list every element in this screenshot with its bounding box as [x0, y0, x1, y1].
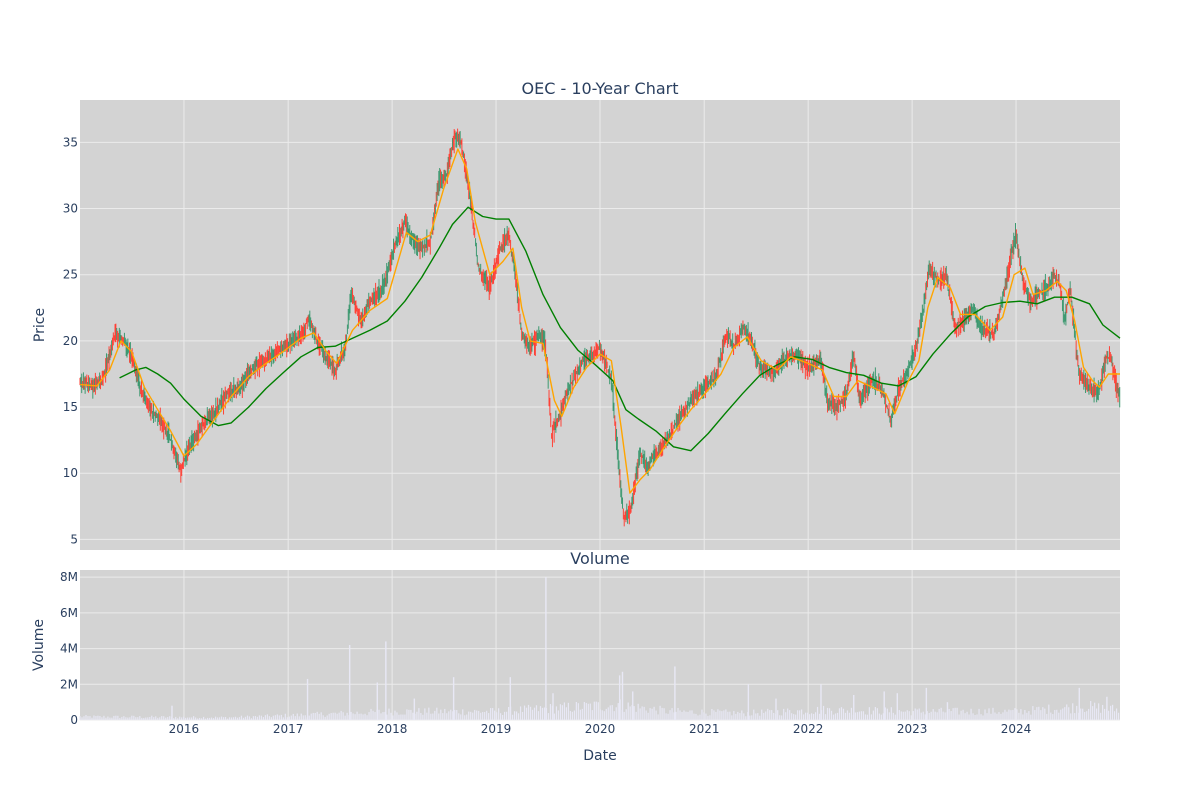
x-tick-label: 2023	[897, 722, 928, 736]
x-tick-label: 2022	[793, 722, 824, 736]
volume-y-tick-label: 6M	[60, 606, 78, 620]
volume-y-tick-label: 8M	[60, 570, 78, 584]
price-y-tick-label: 10	[63, 466, 78, 480]
x-tick-label: 2024	[1001, 722, 1032, 736]
moving-average-lines	[80, 148, 1121, 494]
x-tick-label: 2018	[377, 722, 408, 736]
price-y-tick-label: 35	[63, 135, 78, 149]
volume-y-ticks: 0 2M 4M 6M 8M	[60, 570, 78, 727]
volume-y-tick-label: 4M	[60, 642, 78, 656]
price-y-tick-label: 20	[63, 334, 78, 348]
volume-subplot-title: Volume	[570, 549, 630, 568]
price-y-ticks: 5 10 15 20 25 30 35	[63, 135, 78, 546]
price-y-tick-label: 5	[70, 532, 78, 546]
price-y-tick-label: 15	[63, 400, 78, 414]
price-candles	[79, 128, 1121, 527]
long-moving-average-line	[119, 206, 1121, 452]
price-grid	[80, 100, 1120, 550]
x-ticks: 2016 2017 2018 2019 2020 2021 2022 2023 2024	[169, 722, 1032, 736]
volume-y-tick-label: 2M	[60, 677, 78, 691]
price-y-tick-label: 25	[63, 268, 78, 282]
x-axis-label: Date	[583, 748, 616, 764]
price-y-axis-label: Price	[32, 308, 48, 342]
x-tick-label: 2016	[169, 722, 200, 736]
volume-y-tick-label: 0	[70, 713, 78, 727]
x-tick-label: 2019	[481, 722, 512, 736]
x-tick-label: 2021	[689, 722, 720, 736]
volume-bars	[79, 577, 1120, 720]
chart-title: OEC - 10-Year Chart	[522, 79, 679, 98]
short-moving-average-line	[80, 148, 1120, 494]
x-tick-label: 2020	[585, 722, 616, 736]
x-tick-label: 2017	[273, 722, 304, 736]
volume-y-axis-label: Volume	[31, 619, 47, 671]
price-y-tick-label: 30	[63, 202, 78, 216]
